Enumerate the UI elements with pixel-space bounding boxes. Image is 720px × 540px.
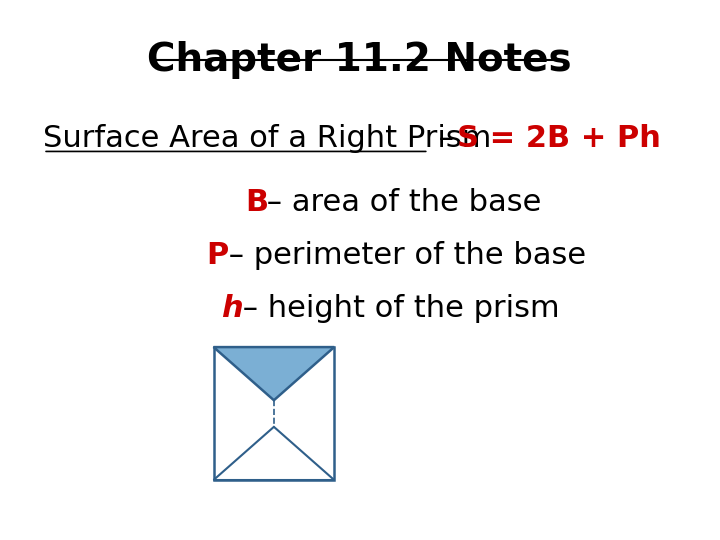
Text: – perimeter of the base: – perimeter of the base	[219, 241, 585, 270]
Text: P: P	[207, 241, 229, 270]
Text: – area of the base: – area of the base	[257, 187, 541, 217]
Text: –: –	[428, 124, 464, 153]
Bar	[214, 347, 334, 480]
Text: B: B	[246, 187, 269, 217]
Text: S = 2B + Ph: S = 2B + Ph	[457, 124, 661, 153]
Text: Chapter 11.2 Notes: Chapter 11.2 Notes	[147, 42, 572, 79]
Text: Surface Area of a Right Prism: Surface Area of a Right Prism	[43, 124, 492, 153]
Text: h: h	[220, 294, 243, 323]
Polygon shape	[214, 347, 334, 400]
Text: – height of the prism: – height of the prism	[233, 294, 559, 323]
